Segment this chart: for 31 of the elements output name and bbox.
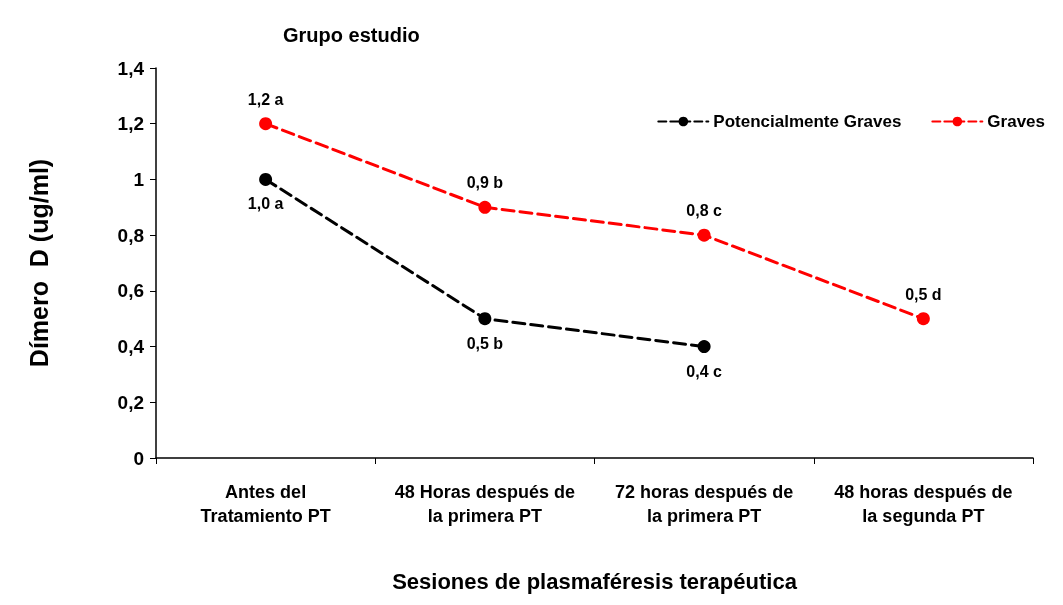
y-tick-label: 0 [133,447,144,469]
x-tick-label: 48 Horas después de la primera PT [394,482,575,526]
data-label: 0,5 b [466,334,504,352]
data-label: 1,0 a [247,195,284,213]
data-label: 0,9 b [466,174,504,192]
y-tick-label: 1,2 [117,113,144,135]
point [697,228,711,242]
legend-label: Potencialmente Graves [713,112,902,131]
x-tick-label: 48 horas después de la segunda PT [834,482,1013,526]
point [478,200,492,214]
chart-title: Grupo estudio [283,24,420,46]
y-tick-label: 0,8 [117,224,144,246]
y-tick-label: 0,2 [117,391,144,413]
point [259,172,273,186]
point [697,340,711,354]
x-tick-label: Antes del Tratamiento PT [200,482,331,526]
y-tick-label: 0,4 [117,336,145,358]
x-axis-title: Sesiones de plasmaféresis terapéutica [392,568,798,594]
x-tick-label: 72 horas después de la primera PT [615,482,794,526]
y-tick-label: 1 [133,168,145,190]
legend-label: Graves [987,112,1046,131]
y-tick-label: 0,6 [117,280,144,302]
point [478,312,492,326]
point [259,117,273,131]
point [916,312,930,326]
y-tick-label: 1,4 [117,57,145,79]
data-label: 0,8 c [686,202,723,220]
data-label: 0,4 c [686,362,723,380]
y-axis-title: Dímero D (ug/ml) [24,158,53,368]
data-label: 1,2 a [247,90,284,108]
data-label: 0,5 d [905,285,942,303]
